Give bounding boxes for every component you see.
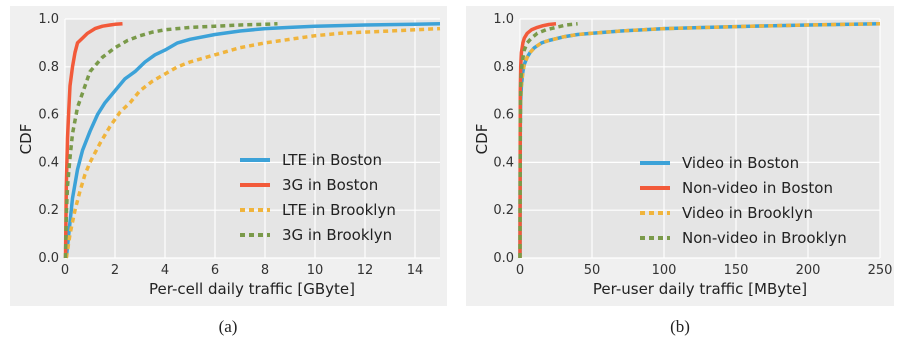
series-line-3g-in-boston: [63, 22, 123, 259]
y-tick-label: 0.2: [38, 203, 59, 218]
x-tick-label: 150: [724, 263, 749, 278]
y-tick-label: 0.2: [493, 203, 514, 218]
y-tick-label: 1.0: [38, 12, 59, 27]
chart-panel-a: 0 2 4 6 8 10 12 14 0.0 0.2 0.4 0.6 0.8 1.0 Per-cell d…: [10, 6, 447, 306]
caption-b: (b): [670, 317, 690, 336]
series-line-3g-in-brooklyn: [63, 22, 278, 259]
series-line-non-video-in-brooklyn: [518, 22, 578, 259]
plot-area: [520, 19, 880, 258]
x-tick-label: 10: [307, 263, 324, 278]
x-tick-label: 8: [261, 263, 269, 278]
x-tick-label: 14: [407, 263, 424, 278]
caption-a: (a): [219, 317, 238, 336]
y-tick-label: 0.6: [38, 108, 59, 123]
ticks: 0 2 4 6 8 10 12 14 0.0 0.2 0.4 0.6 0.8 1.0: [38, 12, 423, 278]
chart-panel-b: 0 50 100 150 200 250 0.0 0.2 0.4 0.6 0.8 1.0 Per-us…: [466, 6, 894, 306]
y-axis-label: CDF: [17, 124, 35, 155]
legend-label: LTE in Boston: [282, 151, 382, 169]
series-line-lte-in-boston: [64, 22, 441, 259]
x-tick-label: 100: [652, 263, 677, 278]
x-tick-label: 12: [357, 263, 374, 278]
y-tick-label: 1.0: [493, 12, 514, 27]
y-tick-label: 0.8: [493, 60, 514, 75]
x-tick-label: 200: [796, 263, 821, 278]
series-group: [518, 22, 881, 259]
y-axis-label: CDF: [473, 124, 491, 155]
x-tick-label: 50: [584, 263, 601, 278]
y-tick-label: 0.8: [38, 60, 59, 75]
x-tick-label: 0: [516, 263, 524, 278]
series-group: [63, 22, 441, 259]
legend-label: Non-video in Boston: [682, 179, 833, 197]
y-tick-label: 0.4: [493, 155, 514, 170]
legend-label: Video in Boston: [682, 154, 799, 172]
x-tick-label: 2: [111, 263, 119, 278]
series-line-lte-in-brooklyn: [64, 26, 441, 259]
legend-label: 3G in Boston: [282, 176, 378, 194]
series-line-non-video-in-boston: [518, 22, 557, 259]
x-tick-label: 0: [61, 263, 69, 278]
x-tick-label: 250: [868, 263, 893, 278]
plot-area: [65, 19, 440, 258]
legend: Video in Boston Non-video in Boston Video …: [640, 154, 847, 247]
x-axis-label: Per-user daily traffic [MByte]: [593, 280, 807, 298]
legend-label: 3G in Brooklyn: [282, 226, 392, 244]
legend: LTE in Boston 3G in Boston LTE in Brooklyn…: [240, 151, 396, 244]
y-tick-label: 0.4: [38, 155, 59, 170]
x-tick-label: 6: [211, 263, 219, 278]
y-tick-label: 0.0: [493, 251, 514, 266]
ticks: 0 50 100 150 200 250 0.0 0.2 0.4 0.6 0.8 1.0: [493, 12, 892, 278]
x-tick-label: 4: [161, 263, 169, 278]
legend-label: Non-video in Brooklyn: [682, 229, 847, 247]
x-axis-label: Per-cell daily traffic [GByte]: [149, 280, 355, 298]
y-tick-label: 0.0: [38, 251, 59, 266]
legend-label: Video in Brooklyn: [682, 204, 813, 222]
y-tick-label: 0.6: [493, 108, 514, 123]
legend-label: LTE in Brooklyn: [282, 201, 396, 219]
